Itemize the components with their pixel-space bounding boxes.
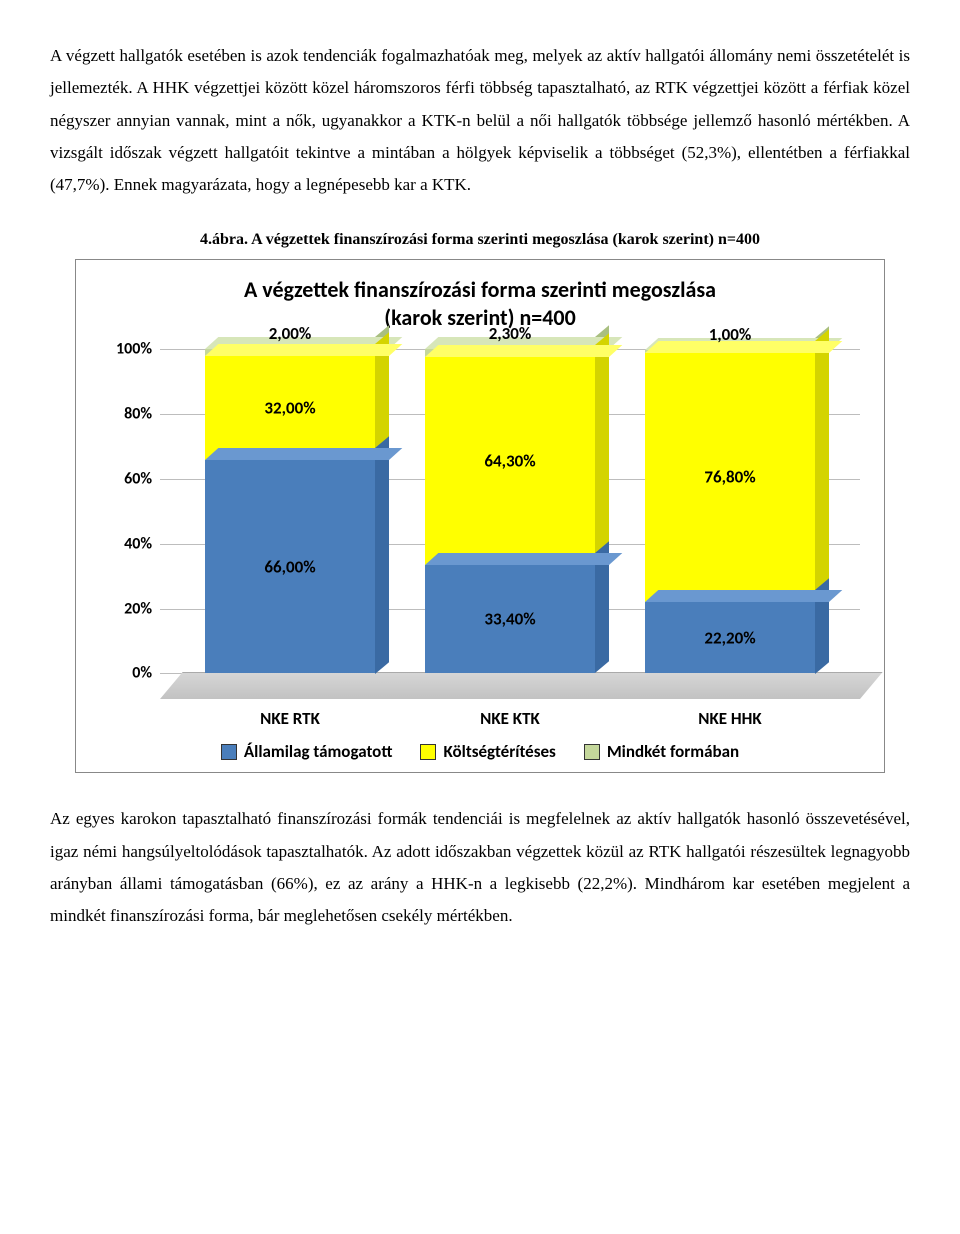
x-axis-labels: NKE RTK NKE KTK NKE HHK xyxy=(180,708,840,729)
chart-title-line1: A végzettek finanszírozási forma szerint… xyxy=(244,276,716,303)
bar-value-label: 76,80% xyxy=(645,467,815,488)
bar-segment: 64,30% xyxy=(425,357,595,565)
y-tick-label: 60% xyxy=(124,470,152,489)
x-tick-label: NKE RTK xyxy=(205,708,375,729)
legend-item: Államilag támogatott xyxy=(221,741,393,762)
plot-area: 0%20%40%60%80%100% 2,00%32,00%66,00%2,30… xyxy=(100,349,860,729)
legend-item: Mindkét formában xyxy=(584,741,739,762)
x-tick-label: NKE HHK xyxy=(645,708,815,729)
bar-segment: 32,00% xyxy=(205,356,375,460)
bar-segment: 33,40% xyxy=(425,565,595,673)
paragraph-1: A végzett hallgatók esetében is azok ten… xyxy=(50,40,910,201)
legend-swatch xyxy=(221,744,237,760)
legend-swatch xyxy=(584,744,600,760)
bar-segment: 66,00% xyxy=(205,460,375,674)
legend-swatch xyxy=(420,744,436,760)
bar-value-label: 33,40% xyxy=(425,609,595,630)
y-tick-label: 0% xyxy=(132,664,152,683)
bar-value-label: 32,00% xyxy=(205,397,375,418)
bar-value-label: 66,00% xyxy=(205,556,375,577)
bar-segment: 22,20% xyxy=(645,602,815,674)
y-tick-label: 80% xyxy=(124,405,152,424)
y-tick-label: 40% xyxy=(124,534,152,553)
y-tick-label: 20% xyxy=(124,599,152,618)
bar-segment: 76,80% xyxy=(645,353,815,602)
bars-area: 2,00%32,00%66,00%2,30%64,30%33,40%1,00%7… xyxy=(180,349,840,673)
chart-legend: Államilag támogatott Költségtérítéses Mind… xyxy=(90,741,870,762)
figure-caption: 4.ábra. A végzettek finanszírozási forma… xyxy=(50,231,910,249)
bar-value-label: 2,30% xyxy=(425,323,595,344)
bar-value-label: 22,20% xyxy=(645,627,815,648)
legend-label: Mindkét formában xyxy=(607,741,739,762)
y-axis-labels: 0%20%40%60%80%100% xyxy=(100,349,156,689)
paragraph-2: Az egyes karokon tapasztalható finanszír… xyxy=(50,803,910,932)
bar-column: 1,00%76,80%22,20% xyxy=(645,349,815,673)
bar-value-label: 2,00% xyxy=(205,323,375,344)
bar-column: 2,00%32,00%66,00% xyxy=(205,349,375,673)
y-tick-label: 100% xyxy=(116,340,152,359)
x-tick-label: NKE KTK xyxy=(425,708,595,729)
legend-item: Költségtérítéses xyxy=(420,741,555,762)
legend-label: Költségtérítéses xyxy=(443,741,555,762)
chart-container: A végzettek finanszírozási forma szerint… xyxy=(75,259,885,773)
bar-value-label: 64,30% xyxy=(425,451,595,472)
legend-label: Államilag támogatott xyxy=(244,741,393,762)
chart-floor xyxy=(160,672,883,699)
bar-column: 2,30%64,30%33,40% xyxy=(425,349,595,673)
bar-value-label: 1,00% xyxy=(645,324,815,345)
